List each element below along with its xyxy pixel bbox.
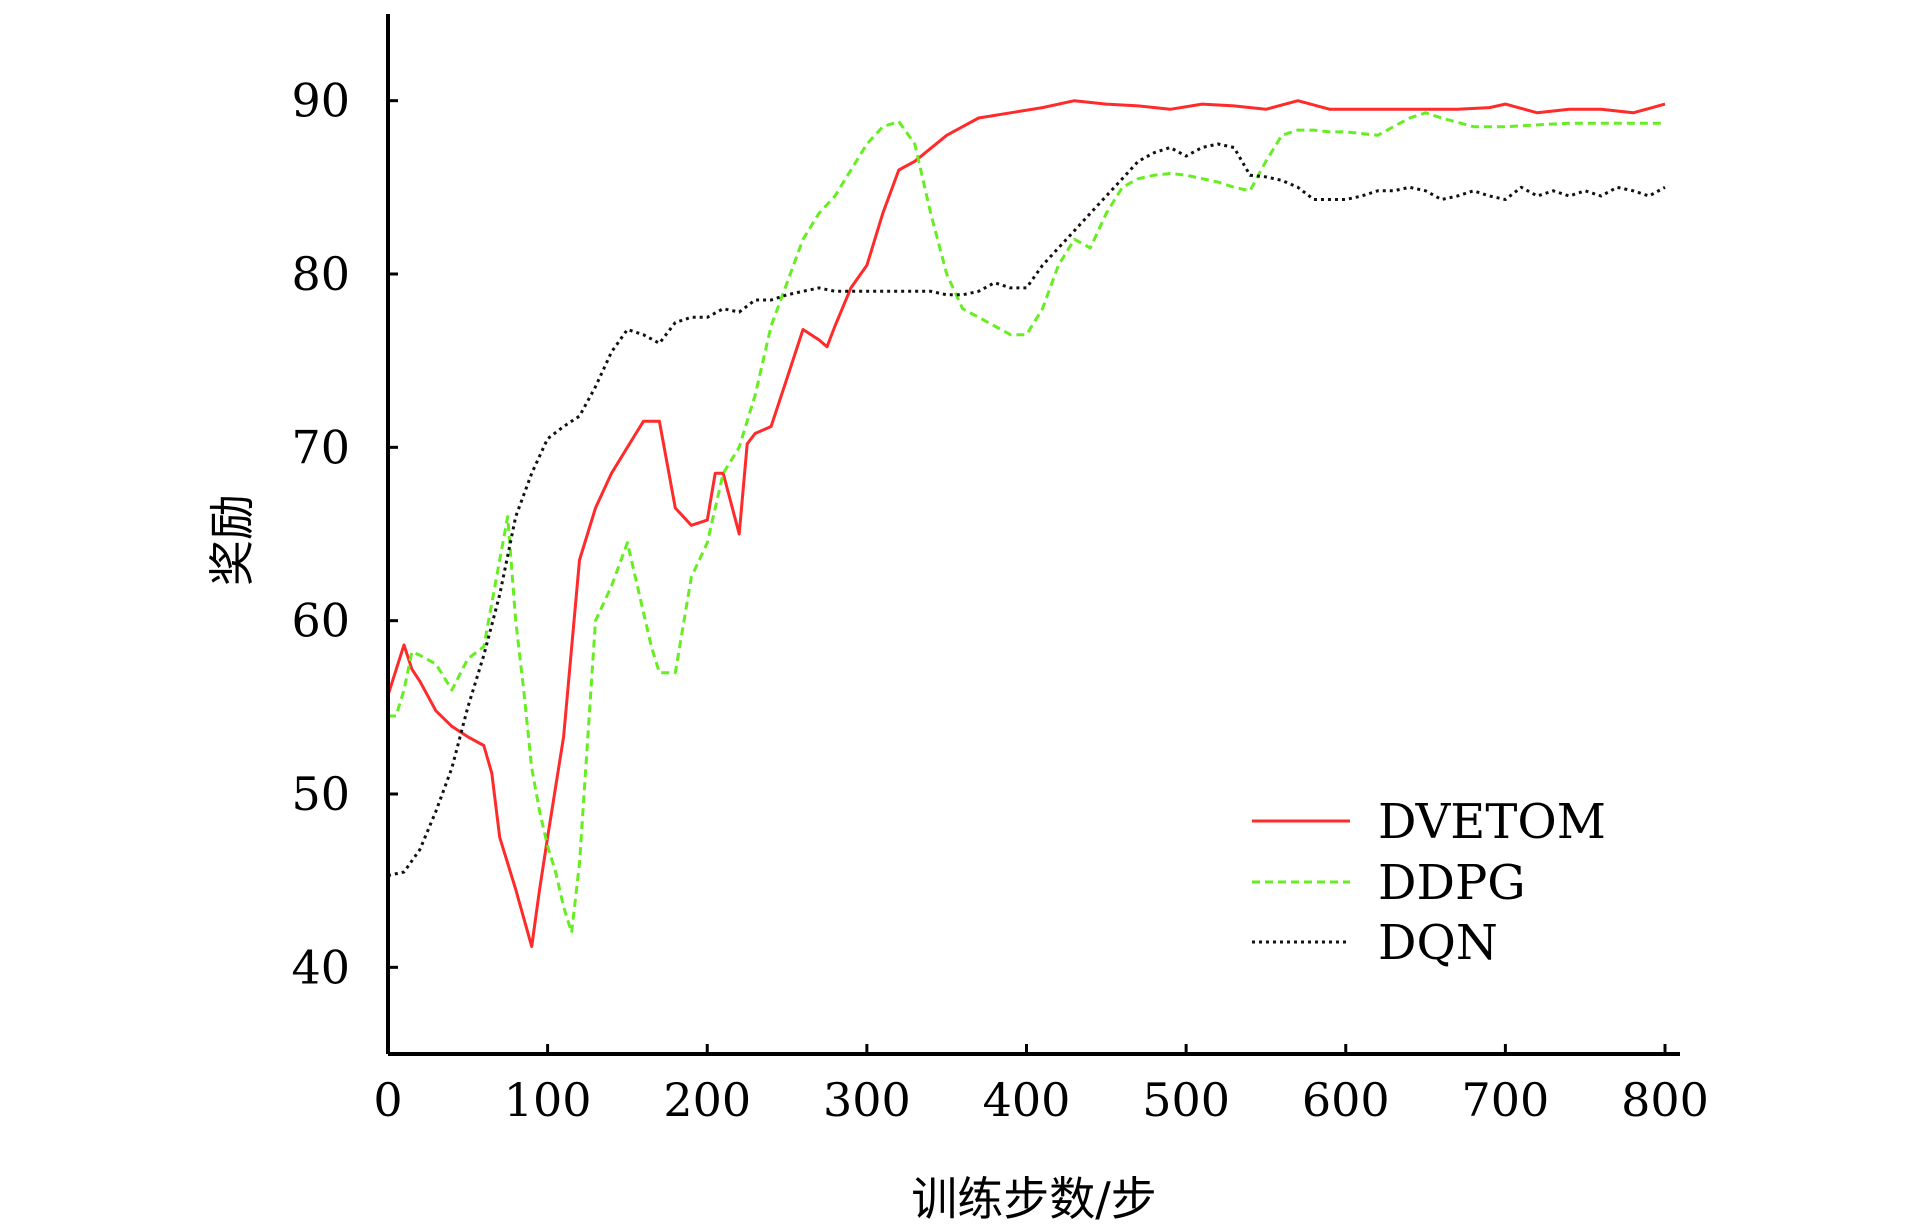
y-axis-label: 奖励: [205, 494, 259, 586]
legend-label-dqn: DQN: [1378, 915, 1498, 971]
series-line-dvetom: [386, 99, 1666, 948]
y-tick-label: 80: [291, 247, 350, 301]
y-tick-label: 60: [291, 594, 350, 648]
series-layer: [386, 99, 1666, 948]
x-tick-label: 200: [663, 1073, 751, 1127]
x-tick-label: 400: [983, 1073, 1071, 1127]
x-tick-label: 300: [823, 1073, 911, 1127]
x-tick-label: 700: [1461, 1073, 1549, 1127]
x-tick-label: 800: [1621, 1073, 1709, 1127]
y-tick-label: 70: [291, 420, 350, 474]
x-axis-label: 训练步数/步: [911, 1172, 1157, 1226]
y-tick-label: 50: [291, 767, 350, 821]
ticks-layer: 0 100 200 300 400 500 600 700 800 40 50 60 70 80 90: [291, 74, 1708, 1127]
legend-label-ddpg: DDPG: [1378, 855, 1526, 911]
series-line-dqn: [387, 142, 1666, 877]
x-tick-label: 100: [504, 1073, 592, 1127]
x-tick-label: 600: [1302, 1073, 1390, 1127]
x-tick-label: 0: [373, 1073, 402, 1127]
x-tick-label: 500: [1142, 1073, 1230, 1127]
y-tick-label: 40: [291, 940, 350, 994]
y-tick-label: 90: [291, 74, 350, 128]
legend-label-dvetom: DVETOM: [1378, 794, 1606, 850]
legend: DVETOM DDPG DQN: [1252, 794, 1606, 971]
